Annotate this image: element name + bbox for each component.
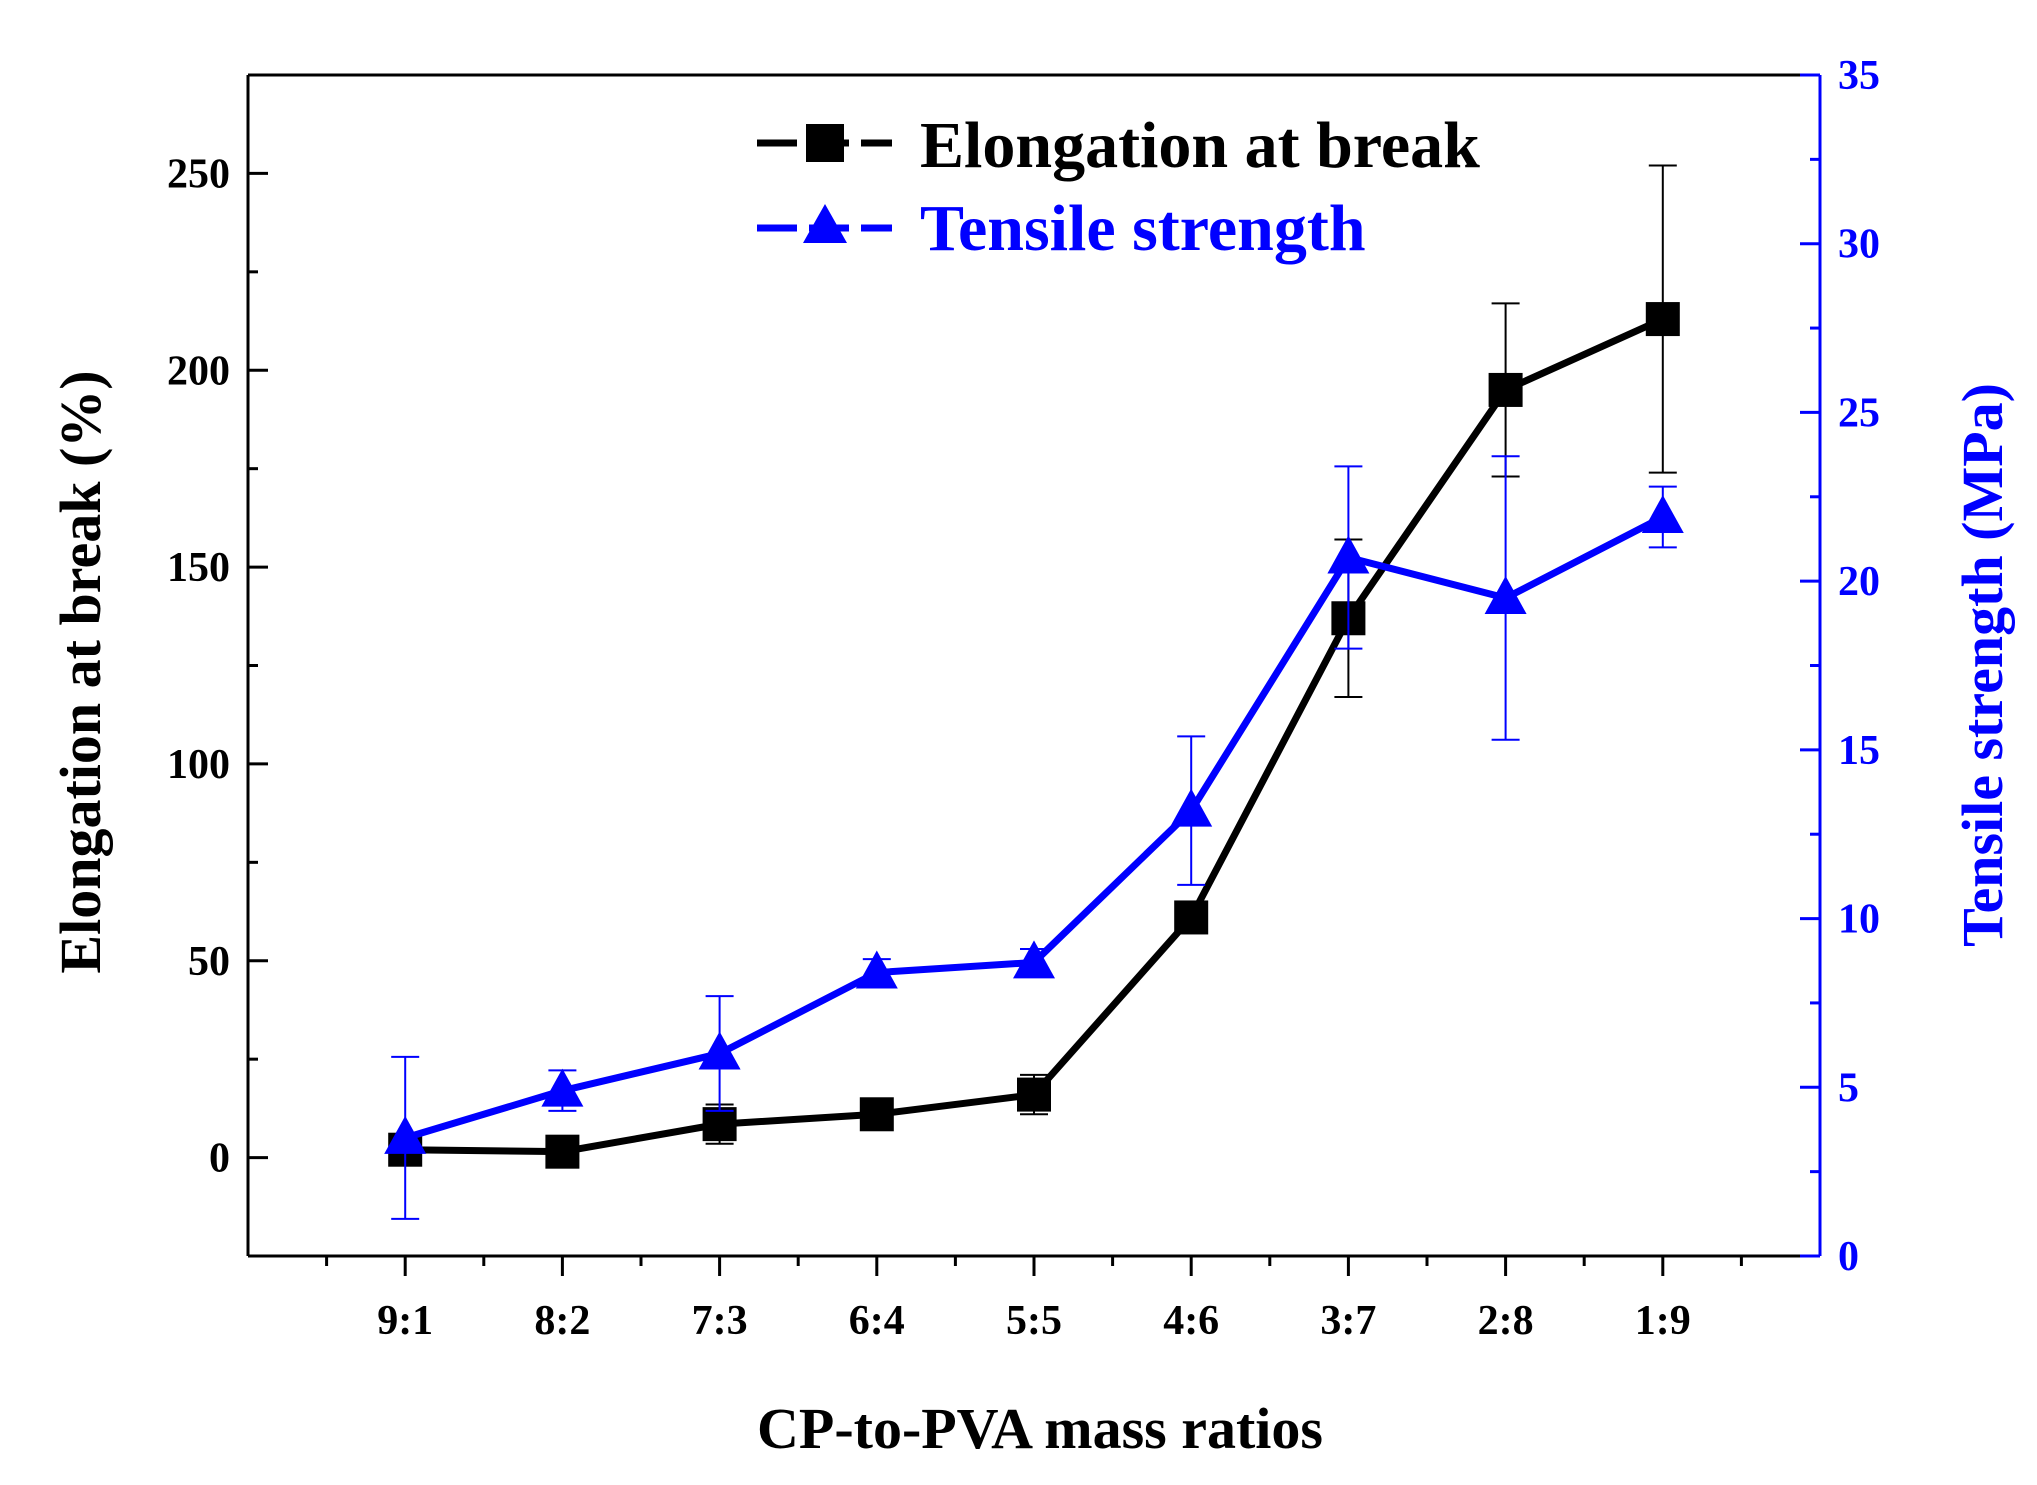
x-tick-label: 8:2 — [534, 1298, 590, 1344]
left-tick-label: 200 — [167, 348, 230, 394]
series-line — [404, 513, 1665, 1142]
legend: Elongation at break Tensile strength — [757, 109, 1480, 265]
data-point — [541, 1068, 584, 1107]
right-tick-label: 25 — [1838, 390, 1880, 436]
data-point — [1170, 788, 1213, 827]
data-point — [384, 1115, 427, 1154]
legend-label-tensile: Tensile strength — [920, 192, 1366, 265]
data-point — [545, 1134, 580, 1169]
data-point — [859, 1097, 894, 1132]
data-point — [698, 1031, 741, 1070]
legend-entry-tensile: Tensile strength — [757, 192, 1366, 265]
x-tick-label: 9:1 — [377, 1298, 433, 1344]
right-axis: 0 5 10 15 20 25 30 35 — [1800, 53, 1880, 1280]
legend-label-elongation: Elongation at break — [920, 109, 1480, 182]
left-tick-label: 50 — [188, 939, 230, 985]
series-line — [405, 315, 1665, 1156]
x-tick-label: 5:5 — [1006, 1298, 1062, 1344]
left-axis-title: Elongation at break (%) — [48, 370, 113, 973]
left-tick-label: 0 — [209, 1136, 230, 1182]
x-tick-label: 4:6 — [1163, 1298, 1219, 1344]
data-point — [1484, 576, 1527, 615]
data-point — [1645, 302, 1680, 337]
right-tick-label: 5 — [1838, 1065, 1859, 1111]
legend-entry-elongation: Elongation at break — [757, 109, 1480, 182]
data-point — [702, 1107, 737, 1142]
right-axis-title: Tensile strength (MPa) — [1950, 383, 2015, 947]
series-layer — [384, 164, 1684, 1220]
data-point — [1013, 940, 1055, 979]
x-tick-label: 6:4 — [849, 1298, 905, 1344]
data-point — [1327, 535, 1370, 574]
x-axis-title: CP-to-PVA mass ratios — [757, 1396, 1323, 1461]
data-point — [1017, 1077, 1051, 1112]
right-tick-label: 10 — [1838, 897, 1880, 943]
data-point — [1174, 900, 1209, 935]
x-axis: 9:1 8:2 7:3 6:4 5:5 4:6 3:7 2:8 1:9 — [325, 1256, 1743, 1344]
x-tick-label: 2:8 — [1478, 1298, 1534, 1344]
series-tensile — [384, 455, 1684, 1220]
x-tick-label: 1:9 — [1635, 1298, 1691, 1344]
left-tick-label: 150 — [167, 545, 230, 591]
right-tick-label: 15 — [1838, 728, 1880, 774]
left-tick-label: 250 — [167, 151, 230, 197]
left-tick-label: 100 — [167, 742, 230, 788]
data-point — [1641, 495, 1684, 534]
right-tick-label: 30 — [1838, 222, 1880, 268]
x-tick-label: 3:7 — [1320, 1298, 1376, 1344]
right-tick-label: 0 — [1838, 1234, 1859, 1280]
right-tick-label: 20 — [1838, 559, 1880, 605]
left-axis: 0 50 100 150 200 250 — [167, 73, 268, 1182]
data-point — [1488, 372, 1523, 407]
data-point — [855, 950, 898, 989]
series-elongation — [388, 164, 1680, 1169]
x-tick-label: 7:3 — [692, 1298, 748, 1344]
right-tick-label: 35 — [1838, 53, 1880, 99]
